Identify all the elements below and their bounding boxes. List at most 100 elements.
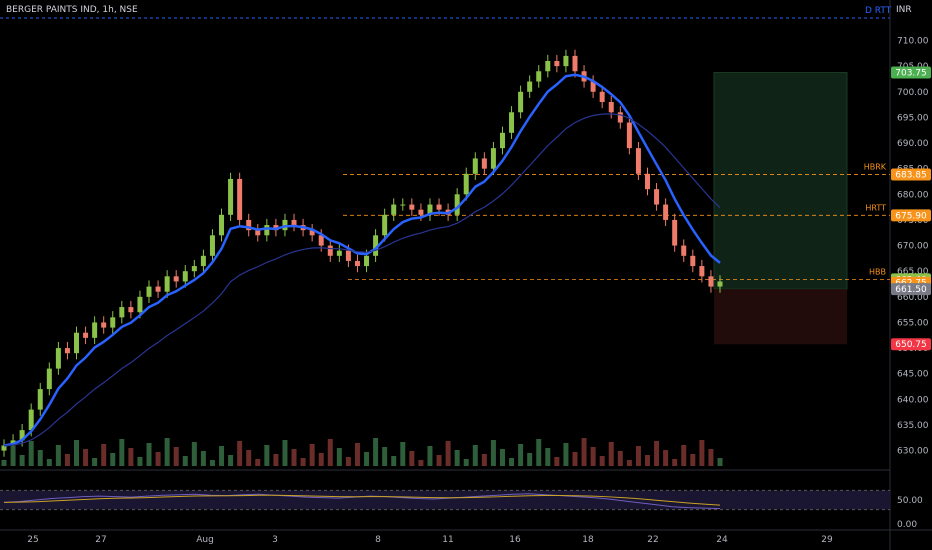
volume-bar (345, 457, 351, 466)
rsi-ma-line (3, 494, 721, 506)
volume-bar (644, 455, 650, 466)
volume-bar (19, 455, 25, 466)
candle-body (635, 148, 641, 174)
time-tick: 8 (375, 535, 381, 545)
candle-body (454, 194, 460, 215)
candle-body (708, 276, 714, 287)
volume-bar (64, 454, 70, 466)
volume-bar (209, 460, 215, 466)
volume-bar (83, 449, 89, 466)
volume-bar (717, 458, 723, 466)
volume-bar (427, 446, 433, 466)
volume-bar (182, 456, 188, 466)
price-tick: 640.00 (897, 395, 929, 405)
volume-bar (690, 454, 696, 466)
candle-body (309, 230, 315, 236)
candle-body (518, 91, 524, 113)
volume-bar (708, 449, 714, 466)
volume-bar (672, 459, 678, 466)
volume-bar (590, 447, 596, 466)
candle-body (164, 276, 170, 292)
candle-body (110, 317, 116, 328)
candle-body (173, 276, 179, 282)
volume-bar (191, 442, 197, 466)
volume-bar (273, 454, 279, 466)
candle-body (391, 204, 397, 215)
candle-body (463, 173, 469, 195)
candle-body (572, 55, 578, 72)
volume-bar (110, 453, 116, 466)
price-label-box (891, 66, 931, 79)
volume-bar (10, 446, 16, 466)
target-zone (713, 72, 848, 290)
volume-bar (572, 452, 578, 466)
price-label: 661.50 (895, 285, 927, 295)
candle-body (354, 260, 360, 267)
volume-bar (654, 441, 660, 466)
candle-body (481, 158, 487, 169)
candle-body (699, 266, 705, 277)
candle-body (590, 81, 596, 92)
candle-body (427, 204, 433, 215)
volume-bar (518, 444, 524, 466)
volume-bar (454, 450, 460, 466)
volume-bar (173, 447, 179, 466)
candle-body (345, 250, 351, 261)
volume-bar (255, 459, 261, 466)
volume-bar (635, 446, 641, 466)
currency-label: INR (896, 5, 912, 15)
time-tick: 16 (509, 535, 521, 545)
candle-body (219, 214, 225, 236)
candle-body (228, 178, 234, 215)
candle-body (101, 322, 107, 328)
time-tick: 27 (95, 535, 106, 545)
candle-body (37, 389, 43, 410)
candle-body (563, 55, 569, 67)
candle-body (554, 61, 560, 67)
candle-body (1, 445, 7, 451)
level-label: HBRK (864, 163, 887, 172)
volume-bar (581, 438, 587, 466)
volume-bar (418, 460, 424, 466)
volume-bar (28, 441, 34, 466)
volume-bar (46, 459, 52, 466)
candle-body (608, 102, 614, 113)
volume-bar (155, 452, 161, 466)
level-label: HBB (869, 267, 886, 276)
candle-body (663, 204, 669, 220)
candle-body (191, 266, 197, 272)
candle-body (418, 209, 424, 215)
volume-bar (228, 455, 234, 466)
time-tick: 11 (442, 535, 453, 545)
volume-bar (146, 443, 152, 466)
price-tick: 700.00 (897, 88, 929, 98)
price-label: 675.90 (895, 211, 927, 221)
volume-bar (37, 450, 43, 466)
rsi-tick: 50.00 (897, 496, 923, 506)
time-tick: 29 (821, 535, 833, 545)
candle-body (83, 332, 89, 338)
candle-body (182, 271, 188, 282)
volume-bar (699, 440, 705, 466)
volume-bar (545, 448, 551, 466)
candle-body (128, 307, 134, 313)
candle-body (536, 71, 542, 82)
time-tick: 22 (647, 535, 658, 545)
candle-body (237, 178, 243, 220)
candle-body (599, 91, 605, 103)
candle-body (654, 189, 660, 205)
volume-bar (119, 439, 125, 466)
candle-body (400, 204, 406, 206)
price-tick: 660.00 (897, 293, 929, 303)
candle-body (146, 286, 152, 297)
candle-body (282, 219, 288, 231)
volume-bar (300, 458, 306, 466)
candle-body (327, 245, 333, 256)
volume-bar (563, 443, 569, 466)
volume-bar (527, 453, 533, 466)
candle-body (64, 348, 70, 354)
volume-bar (164, 438, 170, 466)
rsi-band (0, 490, 890, 510)
price-tick: 635.00 (897, 421, 929, 431)
